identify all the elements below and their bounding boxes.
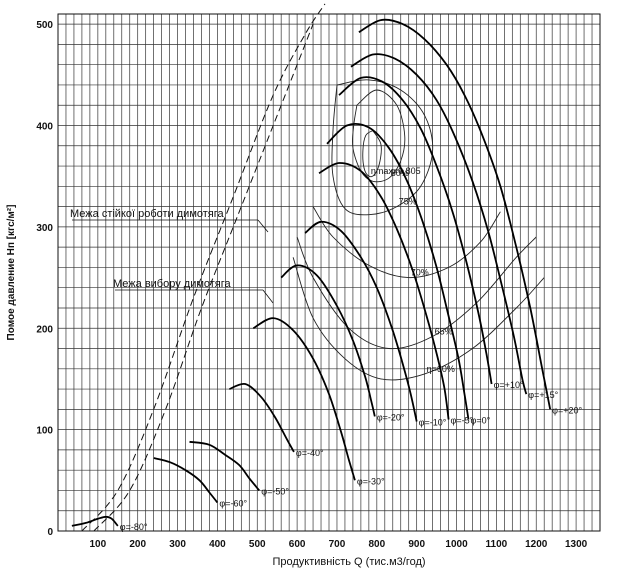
x-tick-label: 200 xyxy=(129,539,146,550)
efficiency-label: 70% xyxy=(411,268,429,278)
performance-curves xyxy=(71,18,552,527)
x-tick-label: 100 xyxy=(90,539,107,550)
efficiency-contour xyxy=(351,89,406,183)
x-tick-label: 500 xyxy=(249,539,266,550)
efficiency-label: 75% xyxy=(399,197,417,207)
curve-line xyxy=(350,53,528,395)
efficiency-contour xyxy=(331,79,434,216)
boundaries xyxy=(81,3,326,532)
y-tick-label: 0 xyxy=(47,527,53,538)
grid xyxy=(57,13,601,532)
y-tick-label: 400 xyxy=(36,122,53,133)
x-tick-label: 1000 xyxy=(445,539,468,550)
boundary-selection-line xyxy=(93,23,314,532)
boundary-leader-line xyxy=(257,219,269,233)
curve-line xyxy=(304,220,418,422)
y-tick-label: 100 xyxy=(36,426,53,437)
curve-label: φ=0° xyxy=(470,415,490,425)
curve-label: φ=-80° xyxy=(120,522,148,532)
x-tick-label: 400 xyxy=(209,539,226,550)
curve-label: φ=-30° xyxy=(357,476,385,486)
efficiency-contour xyxy=(312,206,501,279)
x-axis-label: Продуктивність Q (тис.м3/год) xyxy=(272,556,425,568)
boundary-stable-line xyxy=(81,3,326,532)
curve-line xyxy=(326,123,470,420)
x-tick-label: 700 xyxy=(329,539,346,550)
curve-label: φ=-20° xyxy=(377,412,405,422)
curve-label: φ=+10° xyxy=(494,380,524,390)
boundary-leader-line xyxy=(262,289,274,304)
curve-label: φ=-40° xyxy=(296,448,324,458)
curve-line xyxy=(153,457,219,504)
efficiency-label: 65% xyxy=(435,326,453,336)
x-tick-label: 300 xyxy=(169,539,186,550)
curve-line xyxy=(358,18,552,410)
curve-line xyxy=(318,162,450,420)
curve-line xyxy=(71,515,119,527)
curve-line xyxy=(338,76,493,385)
efficiency-label: 80% xyxy=(391,168,409,178)
efficiency-contour xyxy=(292,257,545,381)
curve-label: φ=-5° xyxy=(451,415,474,425)
curve-label: φ=+20° xyxy=(552,405,582,415)
y-tick-label: 200 xyxy=(36,324,53,335)
x-tick-label: 1300 xyxy=(565,539,588,550)
boundary-label: Межа вибору димотяга xyxy=(113,278,232,290)
x-tick-label: 1100 xyxy=(486,539,508,550)
efficiency-contour xyxy=(362,130,382,178)
curve-label: φ=+15° xyxy=(528,390,558,400)
curve-label: φ=-60° xyxy=(219,499,247,509)
plot-frame xyxy=(57,13,601,532)
axes: 100 200 300 400 500 600 700 800 900 1000 1100 1200 1… xyxy=(6,20,588,568)
boundary-label: Межа стійкої роботи димотяга xyxy=(70,208,225,220)
curve-line xyxy=(229,382,295,453)
x-tick-label: 900 xyxy=(408,539,425,550)
efficiency-contour xyxy=(296,236,537,350)
y-axis-label: Помое давление Hп [кгс/м²] xyxy=(6,205,17,341)
curve-label: φ=-10° xyxy=(419,418,447,428)
curve-line xyxy=(189,440,260,492)
x-tick-label: 800 xyxy=(368,539,385,550)
y-tick-label: 500 xyxy=(36,20,53,31)
curve-label: φ=-50° xyxy=(261,486,289,496)
curve-line xyxy=(252,317,356,481)
x-tick-label: 1200 xyxy=(525,539,548,550)
y-tick-label: 300 xyxy=(36,223,53,234)
curve-labels: φ=+20° φ=+15° φ=+10° φ=0°φ=-5° φ=-10° φ=-20° φ… xyxy=(70,208,583,532)
curve-line xyxy=(280,264,376,417)
x-tick-label: 600 xyxy=(289,539,306,550)
